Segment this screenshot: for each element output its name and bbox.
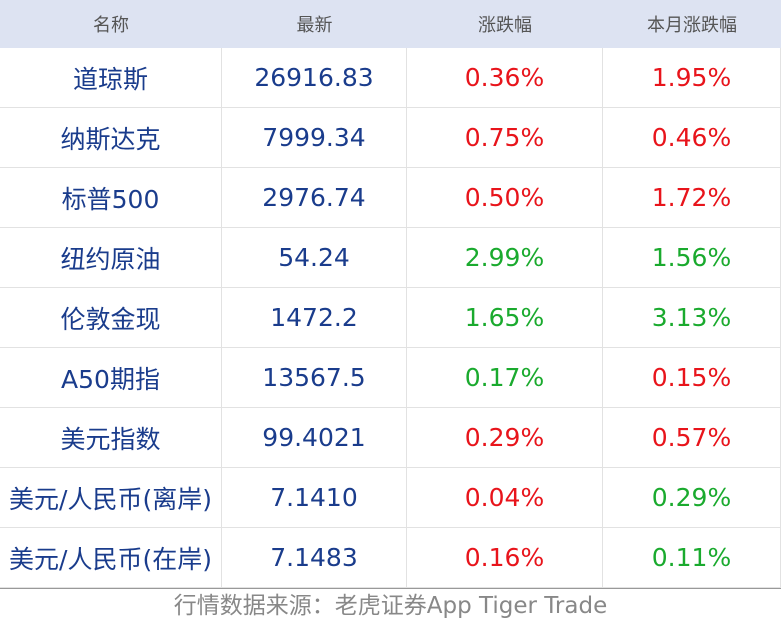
name-cell: A50期指 [0,348,222,408]
value-cell: 1.65% [407,288,603,348]
value-cell: 54.24 [222,228,407,288]
rule [0,588,781,589]
value-cell: 2976.74 [222,168,407,228]
value-cell: 0.29% [603,468,781,528]
value-cell: 0.04% [407,468,603,528]
header-cell: 本月涨跌幅 [603,0,781,48]
value-cell: 0.15% [603,348,781,408]
value-cell: 0.75% [407,108,603,168]
value-cell: 0.57% [603,408,781,468]
name-cell: 伦敦金现 [0,288,222,348]
value-cell: 99.4021 [222,408,407,468]
name-cell: 道琼斯 [0,48,222,108]
name-cell: 美元/人民币(在岸) [0,528,222,588]
footer: 行情数据来源：老虎证券App Tiger Trade [173,593,608,619]
name-cell: 美元指数 [0,408,222,468]
name-cell: 美元/人民币(离岸) [0,468,222,528]
value-cell: 7.1410 [222,468,407,528]
value-cell: 0.50% [407,168,603,228]
header-cell: 名称 [0,0,222,48]
value-cell: 0.16% [407,528,603,588]
value-cell: 0.36% [407,48,603,108]
name-cell: 纽约原油 [0,228,222,288]
header-cell: 最新 [222,0,407,48]
value-cell: 1.95% [603,48,781,108]
value-cell: 1.72% [603,168,781,228]
value-cell: 26916.83 [222,48,407,108]
value-cell: 0.17% [407,348,603,408]
value-cell: 1.56% [603,228,781,288]
value-cell: 0.29% [407,408,603,468]
value-cell: 13567.5 [222,348,407,408]
value-cell: 2.99% [407,228,603,288]
value-cell: 7.1483 [222,528,407,588]
value-cell: 7999.34 [222,108,407,168]
name-cell: 纳斯达克 [0,108,222,168]
value-cell: 1472.2 [222,288,407,348]
value-cell: 0.46% [603,108,781,168]
value-cell: 3.13% [603,288,781,348]
value-cell: 0.11% [603,528,781,588]
header-cell: 涨跌幅 [407,0,603,48]
name-cell: 标普500 [0,168,222,228]
